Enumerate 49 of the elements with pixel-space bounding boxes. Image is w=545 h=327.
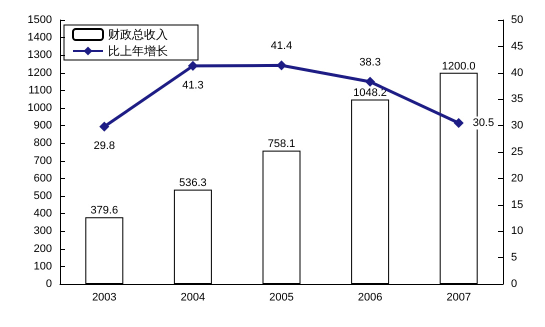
x-tick-label: 2006 [358, 292, 382, 304]
y-tick-label: 200 [34, 242, 52, 255]
y-tick-label: 1100 [28, 84, 52, 96]
data-label: 1048.2 [353, 87, 387, 100]
legend-label: 比上年增长 [108, 44, 168, 58]
point [276, 60, 286, 70]
y-tick-label: 0 [46, 278, 52, 290]
x-tick-label: 2005 [269, 292, 294, 304]
y2-tick-label: 5 [511, 252, 518, 264]
data-label: 536.3 [179, 177, 207, 190]
y2-tick-label: 40 [511, 66, 524, 79]
y-tick-label: 900 [34, 120, 52, 132]
data-label: 379.6 [90, 204, 118, 217]
y2-tick-label: 50 [511, 14, 524, 26]
y-tick-label: 700 [34, 154, 52, 167]
data-label: 758.1 [268, 138, 296, 150]
y-tick-label: 1000 [28, 102, 52, 114]
y2-tick-label: 10 [511, 225, 524, 238]
y-tick-label: 500 [34, 190, 52, 202]
point [99, 122, 110, 132]
x-tick-label: 2004 [180, 292, 206, 304]
y-tick-label: 600 [34, 172, 52, 184]
y-tick-label: 800 [34, 137, 52, 150]
y-tick-label: 100 [34, 260, 52, 272]
point [188, 60, 198, 71]
y2-tick-label: 15 [511, 198, 524, 211]
data-label: 38.3 [359, 56, 381, 68]
data-label: 41.3 [182, 79, 204, 92]
y-tick-label: 1300 [28, 49, 52, 62]
x-tick-label: 2007 [446, 292, 471, 304]
point [365, 76, 376, 87]
y-tick-label: 1500 [28, 14, 52, 26]
data-label: 30.5 [472, 116, 494, 129]
y-tick-label: 1200 [28, 66, 52, 79]
y2-tick-label: 45 [511, 40, 524, 52]
y2-tick-label: 35 [511, 93, 524, 106]
x-tick-label: 2003 [92, 292, 117, 304]
y2-tick-label: 30 [511, 120, 524, 132]
data-label: 41.4 [270, 40, 292, 52]
y-tick-label: 1400 [28, 32, 52, 44]
point [454, 118, 464, 128]
data-label: 1200.0 [442, 60, 476, 72]
data-label: 29.8 [94, 140, 116, 152]
y-tick-label: 300 [34, 225, 52, 238]
y2-tick-label: 20 [511, 172, 524, 184]
y2-tick-label: 0 [511, 278, 518, 290]
y-tick-label: 400 [34, 208, 52, 220]
legend-label: 财政总收入 [108, 28, 168, 42]
y2-tick-label: 25 [511, 146, 524, 158]
